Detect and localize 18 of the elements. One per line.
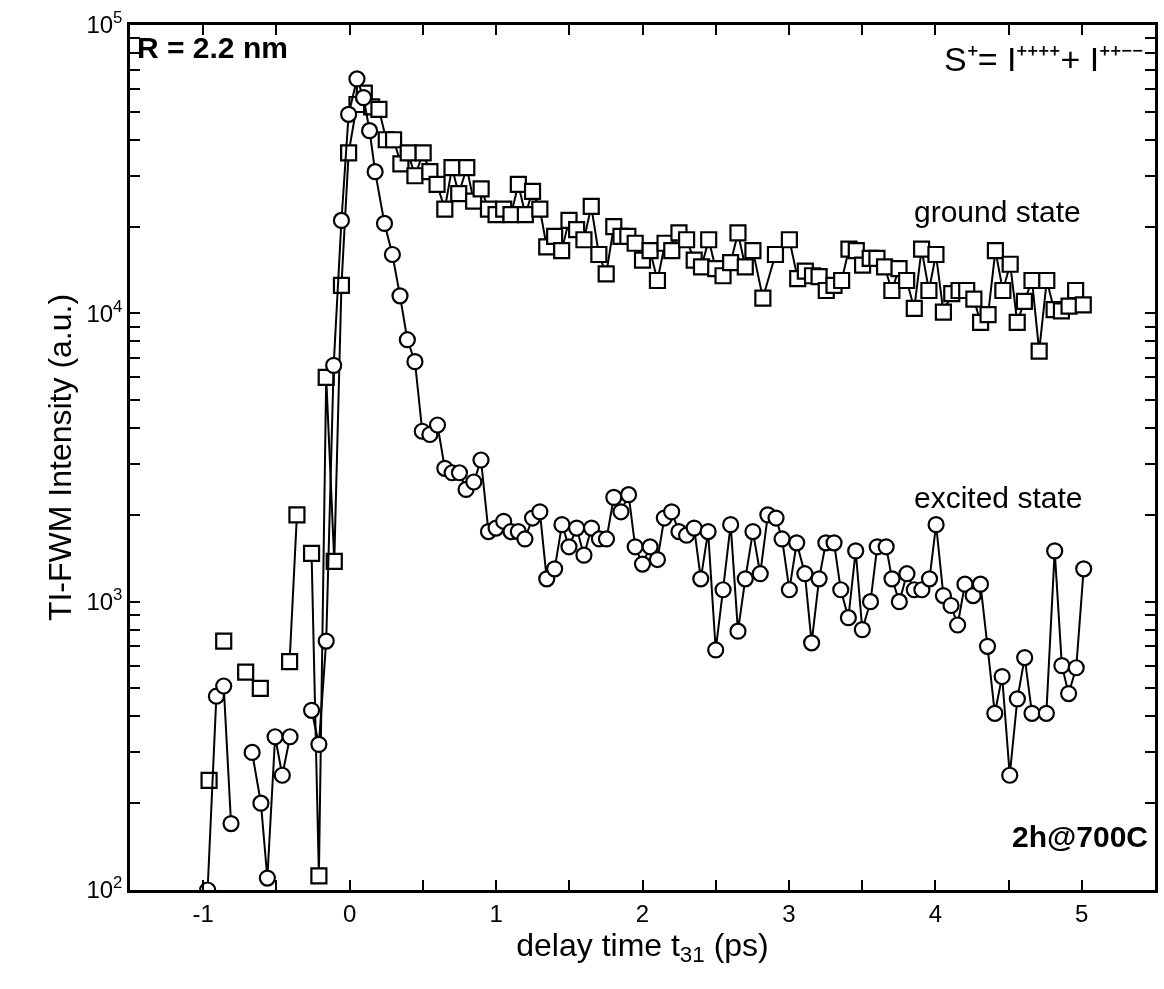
annotation: S⁺= I⁺⁺⁺⁺+ I⁺⁺⁻⁻: [944, 40, 1144, 78]
y-tick-label: 10$^{4}$: [86, 296, 123, 327]
x-tick-label: 4: [928, 899, 943, 927]
x-tick-label: 0: [342, 899, 357, 927]
legend-label: ground state: [914, 195, 1081, 228]
x-axis-title: delay time t$_{31}$ (ps): [516, 926, 769, 968]
x-tick-label: -1: [192, 899, 214, 927]
y-tick-label: 10$^{3}$: [86, 584, 123, 616]
legend-label: excited state: [914, 481, 1083, 514]
x-tick-label: 3: [782, 899, 796, 927]
x-tick-label: 5: [1075, 899, 1089, 927]
x-tick-label: 2: [635, 899, 650, 927]
annotation: R = 2.2 nm: [137, 31, 288, 64]
x-tick-label: 1: [489, 899, 503, 927]
y-axis-title: TI-FWM Intensity (a.u.): [41, 293, 78, 622]
y-tick-label: 10$^{5}$: [86, 8, 123, 39]
y-tick-label: 10$^{2}$: [86, 873, 123, 904]
annotation: 2h@700C: [1012, 820, 1148, 853]
